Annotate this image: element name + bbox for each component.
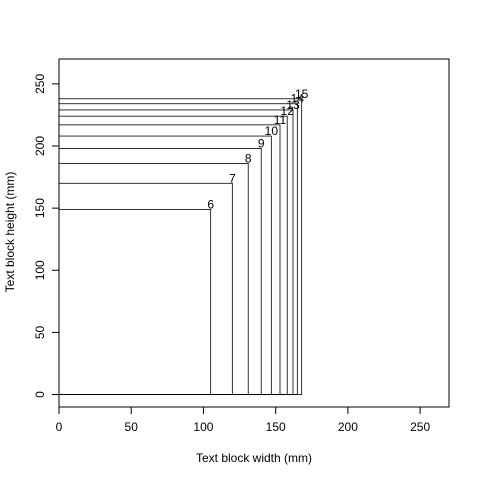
x-axis-label: Text block width (mm) xyxy=(196,451,312,465)
y-tick-label: 0 xyxy=(33,391,47,398)
x-tick-label: 200 xyxy=(338,420,358,434)
rectangle-label-7: 7 xyxy=(229,171,236,185)
rectangle-15 xyxy=(59,99,302,395)
rectangle-13 xyxy=(59,110,293,395)
y-tick-label: 100 xyxy=(33,260,47,280)
rectangle-10 xyxy=(59,136,271,395)
x-tick-label: 250 xyxy=(410,420,430,434)
plot-frame xyxy=(59,59,449,407)
rectangle-label-8: 8 xyxy=(245,151,252,165)
x-axis: 0 50 100 150 200 250 xyxy=(56,407,431,434)
y-axis: 0 50 100 150 200 250 xyxy=(33,74,59,398)
x-tick-label: 100 xyxy=(193,420,213,434)
y-tick-label: 200 xyxy=(33,136,47,156)
rectangle-8 xyxy=(59,163,248,394)
x-tick-label: 150 xyxy=(266,420,286,434)
rectangle-label-6: 6 xyxy=(207,197,214,211)
y-axis-label: Text block height (mm) xyxy=(3,172,17,293)
y-tick-label: 150 xyxy=(33,198,47,218)
y-tick-label: 250 xyxy=(33,74,47,94)
rectangle-label-15: 15 xyxy=(295,87,309,101)
rectangle-6 xyxy=(59,209,211,394)
x-tick-label: 0 xyxy=(56,420,63,434)
rectangle-series xyxy=(59,99,302,395)
rectangle-12 xyxy=(59,116,287,394)
rectangle-7 xyxy=(59,183,232,394)
rectangle-9 xyxy=(59,148,261,394)
x-tick-label: 50 xyxy=(125,420,139,434)
y-tick-label: 50 xyxy=(33,325,47,339)
rectangle-label-9: 9 xyxy=(258,136,265,150)
